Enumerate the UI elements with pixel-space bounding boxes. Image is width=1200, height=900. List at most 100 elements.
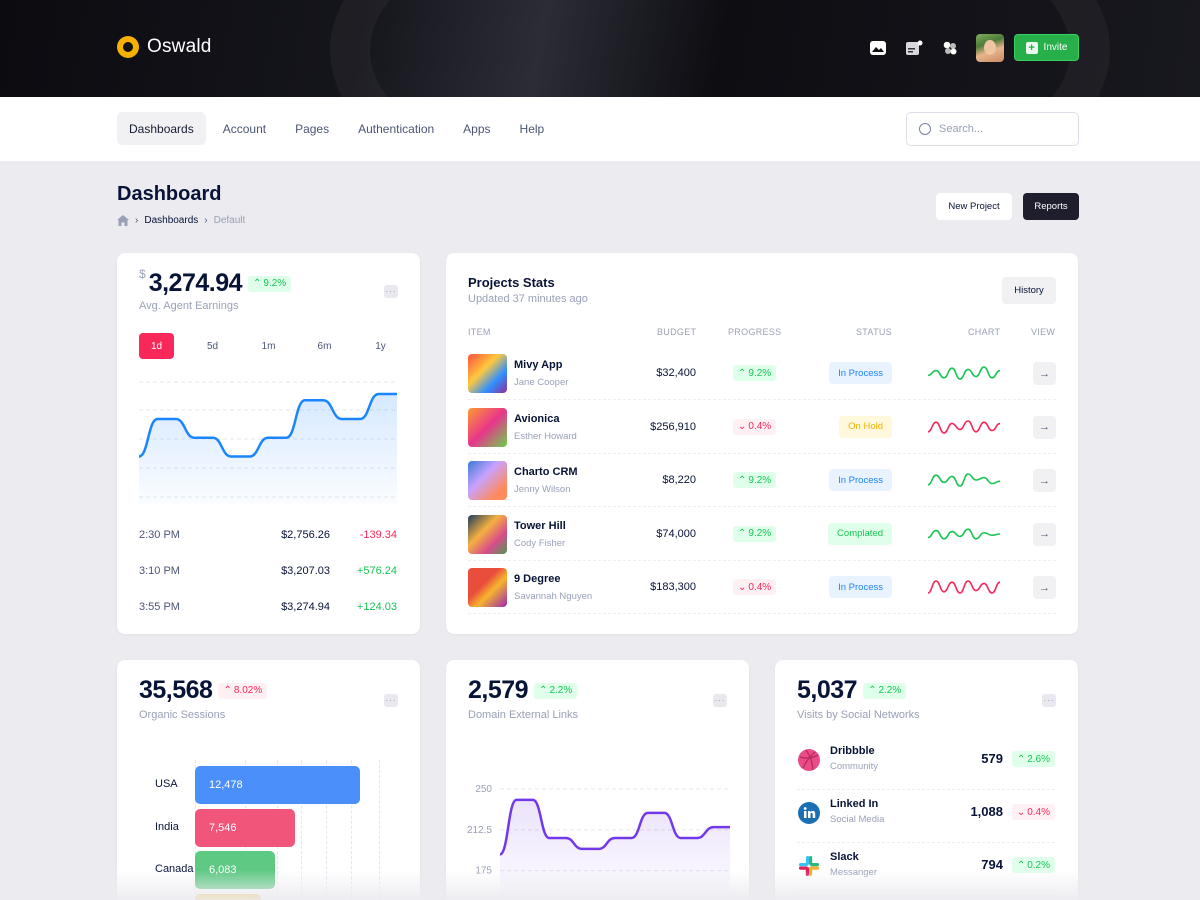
- period-1y[interactable]: 1y: [375, 340, 386, 352]
- project-owner: Esther Howard: [514, 430, 577, 442]
- breadcrumb-dashboards[interactable]: Dashboards: [144, 215, 199, 226]
- links-change-badge: ⌃ 2.2%: [534, 682, 578, 699]
- social-row-change: 0.4%: [1027, 806, 1050, 818]
- nav-apps[interactable]: Apps: [463, 121, 491, 136]
- project-progress: 9.2%: [748, 474, 772, 486]
- earnings-change: 9.2%: [263, 278, 287, 289]
- app-name: Oswald: [147, 36, 212, 57]
- project-status: Complated: [828, 522, 892, 545]
- social-visits: 579: [981, 751, 1003, 766]
- invite-button[interactable]: + Invite: [1014, 34, 1079, 61]
- social-visits: 794: [981, 857, 1003, 872]
- project-thumbnail: [468, 461, 507, 500]
- project-thumbnail: [468, 407, 507, 447]
- period-1d[interactable]: 1d: [139, 333, 174, 359]
- user-avatar[interactable]: [976, 34, 1004, 62]
- nav-dashboards[interactable]: Dashboards: [117, 112, 206, 145]
- reports-button[interactable]: Reports: [1023, 193, 1079, 220]
- project-owner: Savannah Nguyen: [514, 591, 593, 602]
- project-status: On Hold: [839, 415, 892, 438]
- more-options-icon[interactable]: ···: [384, 285, 398, 298]
- social-change-badge: ⌃ 2.6%: [1011, 751, 1055, 767]
- earnings-line-chart: [139, 381, 397, 504]
- earnings-amount: $3,274.94: [281, 601, 330, 613]
- project-sparkline: [928, 473, 1000, 487]
- social-name: Linked In: [830, 798, 879, 810]
- earnings-delta: +124.03: [356, 601, 397, 613]
- project-status: In Process: [829, 362, 892, 384]
- sparkline-line: [928, 473, 1000, 487]
- plus-icon: +: [1025, 41, 1038, 54]
- project-name[interactable]: Mivy App: [514, 359, 563, 371]
- search-icon: [919, 123, 931, 135]
- sparkline-line: [928, 419, 1000, 434]
- more-options-icon[interactable]: ···: [713, 694, 727, 707]
- arrow-right-icon[interactable]: →: [1033, 362, 1056, 385]
- arrow-right-icon[interactable]: →: [1033, 469, 1056, 492]
- notifications-icon[interactable]: [904, 38, 924, 58]
- projects-stats-card: Projects Stats Updated 37 minutes ago Hi…: [446, 253, 1078, 634]
- project-progress: 0.4%: [748, 421, 772, 432]
- sparkline-line: [928, 580, 1000, 594]
- col-budget: BUDGET: [657, 327, 697, 337]
- session-bar[interactable]: 12,478: [195, 766, 360, 804]
- session-bar[interactable]: 7,546: [195, 808, 295, 847]
- home-icon[interactable]: [117, 215, 129, 226]
- logo-icon: [117, 36, 139, 58]
- project-progress-badge: ⌄ 0.4%: [733, 579, 777, 595]
- nav-help[interactable]: Help: [519, 121, 545, 136]
- col-progress: PROGRESS: [728, 327, 782, 337]
- social-row-dribbble[interactable]: Dribbble Community 579 ⌃ 2.6%: [797, 737, 1055, 790]
- more-options-icon[interactable]: ···: [384, 694, 398, 707]
- project-thumbnail: [468, 514, 507, 554]
- arrow-up-icon: ⌃: [1016, 859, 1026, 871]
- nav-authentication[interactable]: Authentication: [358, 121, 435, 136]
- history-button[interactable]: History: [1002, 277, 1056, 304]
- social-row-linkedin[interactable]: Linked In Social Media 1,088 ⌄ 0.4%: [797, 790, 1055, 843]
- earnings-amount: $2,756.26: [281, 529, 330, 541]
- arrow-right-icon[interactable]: →: [1033, 522, 1056, 546]
- new-project-button[interactable]: New Project: [936, 193, 1012, 220]
- top-header: Oswald + Invite: [0, 0, 1200, 97]
- search-input[interactable]: Search...: [906, 112, 1079, 146]
- bar-label: USA: [155, 778, 178, 790]
- nav-pages[interactable]: Pages: [295, 121, 330, 136]
- sessions-change: 8.02%: [233, 685, 263, 696]
- project-name[interactable]: Tower Hill: [514, 519, 566, 532]
- project-name[interactable]: Avionica: [514, 412, 560, 425]
- social-name: Slack: [830, 851, 859, 863]
- external-links-card: 2,579 ⌃ 2.2% Domain External Links ··· 25…: [446, 660, 749, 900]
- project-name[interactable]: 9 Degree: [514, 573, 561, 585]
- project-row: 9 Degree Savannah Nguyen $183,300 ⌄ 0.4% In P…: [468, 561, 1056, 614]
- arrow-up-icon: ⌃: [539, 685, 548, 696]
- project-thumbnail: [468, 568, 507, 607]
- arrow-up-icon: ⌃: [253, 278, 262, 289]
- nav-account[interactable]: Account: [222, 121, 267, 136]
- apps-icon[interactable]: [940, 38, 960, 58]
- app-logo[interactable]: Oswald: [117, 36, 212, 58]
- linkedin-icon: [798, 802, 820, 824]
- period-1m[interactable]: 1m: [261, 340, 276, 352]
- project-thumbnail: [468, 354, 507, 393]
- period-6m[interactable]: 6m: [317, 340, 332, 352]
- gallery-icon[interactable]: [868, 38, 888, 58]
- arrow-down-icon: ⌄: [738, 421, 747, 432]
- chevron-right-icon: ›: [204, 215, 208, 226]
- project-owner: Cody Fisher: [514, 537, 566, 549]
- arrow-right-icon[interactable]: →: [1033, 576, 1056, 599]
- period-5d[interactable]: 5d: [206, 340, 219, 352]
- arrow-right-icon[interactable]: →: [1033, 415, 1056, 439]
- project-budget: $32,400: [656, 367, 696, 379]
- more-options-icon[interactable]: ···: [1042, 694, 1056, 707]
- earnings-change-badge: ⌃ 9.2%: [248, 275, 292, 292]
- social-row-change: 2.6%: [1027, 753, 1050, 765]
- project-name[interactable]: Charto CRM: [514, 466, 578, 478]
- project-budget: $74,000: [656, 527, 696, 540]
- earnings-card: $ 3,274.94 ⌃ 9.2% Avg. Agent Earnings ···…: [117, 253, 420, 634]
- project-progress-badge: ⌃ 9.2%: [733, 525, 777, 542]
- breadcrumb: › Dashboards › Default: [117, 215, 245, 226]
- earnings-amount: $3,207.03: [281, 565, 330, 577]
- sparkline-line: [928, 366, 1000, 380]
- bar-value: 12,478: [209, 779, 243, 791]
- projects-title: Projects Stats: [468, 275, 555, 290]
